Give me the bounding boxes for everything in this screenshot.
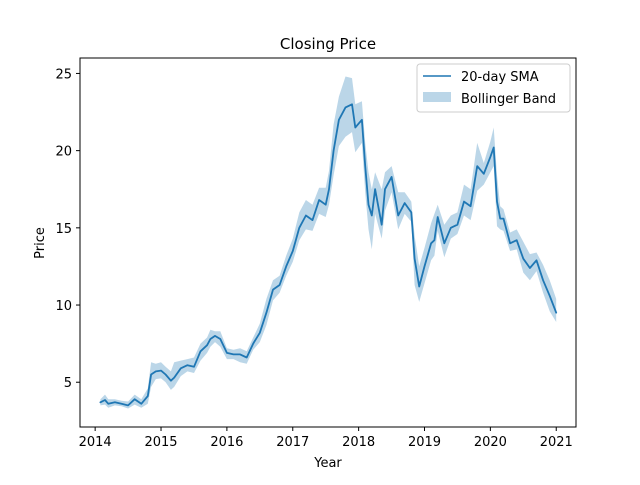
y-axis-label: Price (33, 227, 48, 259)
x-tick-label: 2016 (210, 435, 243, 450)
x-axis-label: Year (313, 456, 342, 471)
legend-frame (416, 63, 571, 113)
y-tick-label: 20 (55, 145, 72, 160)
x-tick-label: 2018 (342, 435, 375, 450)
y-tick-label: 25 (55, 67, 72, 82)
x-tick-label: 2015 (144, 435, 177, 450)
y-tick-label: 10 (55, 299, 72, 314)
legend-label-band: Bollinger Band (461, 92, 556, 107)
x-tick-label: 2017 (276, 435, 309, 450)
y-tick-label: 5 (64, 376, 72, 391)
axes-frame (79, 57, 577, 428)
y-tick-label: 15 (55, 222, 72, 237)
x-axis: 2014 2015 2016 2017 2018 2019 2020 2021 (79, 427, 573, 450)
chart-title: Closing Price (280, 35, 376, 53)
x-tick-label: 2021 (540, 435, 573, 450)
plot-area (99, 76, 558, 409)
x-tick-label: 2014 (79, 435, 112, 450)
legend: 20-day SMA Bollinger Band (416, 63, 571, 113)
sma-line (99, 103, 558, 407)
x-tick-label: 2019 (408, 435, 441, 450)
legend-label-sma: 20-day SMA (461, 70, 539, 85)
x-tick-label: 2020 (474, 435, 507, 450)
y-axis: 5 10 15 20 25 (55, 67, 80, 391)
legend-swatch-band (423, 92, 451, 102)
